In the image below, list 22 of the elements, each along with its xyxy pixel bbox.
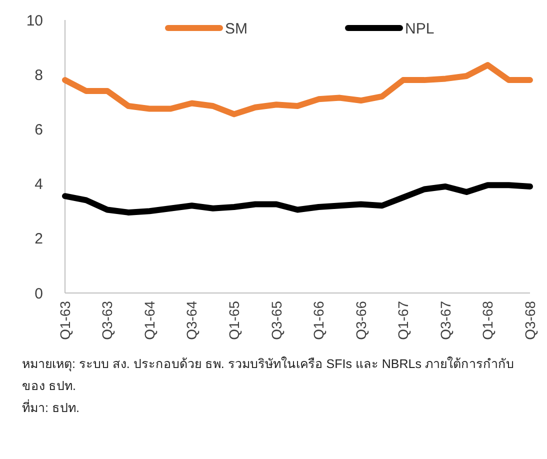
legend-label: NPL <box>405 20 434 38</box>
x-tick-label: Q3-68 <box>522 300 538 340</box>
y-tick-label: 2 <box>34 230 43 248</box>
legend-label: SM <box>225 20 248 38</box>
y-tick-label: 4 <box>34 176 43 194</box>
x-tick-label: Q3-63 <box>99 300 116 340</box>
y-tick-label: 6 <box>34 121 43 138</box>
x-tick-label: Q1-67 <box>395 300 412 340</box>
x-tick-label: Q3-65 <box>268 300 284 340</box>
x-tick-label: Q1-65 <box>226 300 242 340</box>
x-tick-label: Q1-63 <box>56 300 73 340</box>
y-tick-label: 0 <box>34 285 43 302</box>
x-tick-label: Q3-66 <box>352 300 369 340</box>
x-tick-label: Q1-68 <box>480 300 496 340</box>
text: หมายเหตุ: ระบบ สง. ประกอบด้วย ธพ. รวมบริษัทในเครือ SFIs และ NBRLs ภายใต้การกำกับ ของ ธปท. <box>22 356 515 395</box>
text: ที่มา: ธปท. <box>22 398 80 417</box>
x-tick-label: Q3-64 <box>184 300 200 340</box>
y-tick-label: 10 <box>26 12 43 30</box>
x-tick-label: Q1-64 <box>141 300 158 340</box>
y-tick-label: 8 <box>34 66 43 84</box>
x-tick-label: Q3-67 <box>437 300 454 340</box>
x-tick-label: Q1-66 <box>310 300 327 340</box>
